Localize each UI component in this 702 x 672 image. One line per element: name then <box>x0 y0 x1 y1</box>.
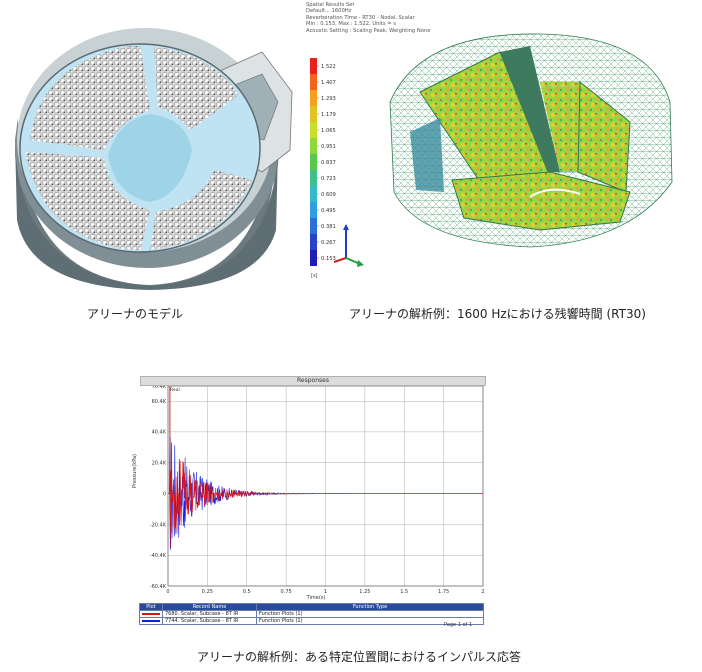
colorbar-tick-label: 0.951 <box>321 144 336 150</box>
x-tick-label: 0.25 <box>202 589 213 595</box>
colorbar-tick-label: 0.495 <box>321 208 336 214</box>
colorbar-segment <box>310 170 317 186</box>
colorbar-tick-label: 1.179 <box>321 112 336 118</box>
colorbar-segment <box>310 122 317 138</box>
legend-swatch <box>139 610 163 618</box>
series-line-7680 <box>168 444 483 548</box>
colorbar-segment <box>310 138 317 154</box>
caption-rt30-analysis: アリーナの解析例：1600 Hzにおける残響時間 (RT30) <box>349 307 646 321</box>
x-tick-label: 0.5 <box>243 589 251 595</box>
plot-grid <box>167 386 484 587</box>
y-tick-label: 0 <box>163 491 166 497</box>
results-header-line: Reverberation Time - RT30 - Nodal, Scala… <box>306 14 415 21</box>
colorbar-tick-label: 0.267 <box>321 240 336 246</box>
x-tick-label: 2 <box>481 589 484 595</box>
y-tick-label: 20.4K <box>152 460 167 466</box>
legend-function-type: Function Plots (1) <box>256 617 484 625</box>
colorbar-segment <box>310 218 317 234</box>
results-header: Spatial Results Set Default... 1600Hz Re… <box>306 2 506 34</box>
y-tick-label: -20.4K <box>150 523 167 529</box>
legend-function-type: Function Plots (1) <box>256 610 484 618</box>
x-tick-label: 1.75 <box>438 589 449 595</box>
caption-arena-model: アリーナのモデル <box>87 307 184 321</box>
legend-row[interactable]: 7744. Scalar, Subcase - 8T IR Function P… <box>139 617 484 625</box>
results-header-line: Acoustic Setting : Scaling Peak, Weighti… <box>306 27 431 34</box>
colorbar-tick-label: 0.153 <box>321 256 336 262</box>
legend-header-record: Record Name <box>162 603 257 611</box>
colorbar-segment <box>310 202 317 218</box>
colorbar-segment <box>310 250 317 266</box>
results-header-line: Min : 0.153, Max : 1.522, Units = s <box>306 21 396 28</box>
colorbar-tick-label: 1.407 <box>321 80 336 86</box>
caption-impulse-response: アリーナの解析例：ある特定位置間におけるインパルス応答 <box>197 650 522 664</box>
x-tick-labels: 0 0.25 0.5 0.75 1 1.25 1.5 1.75 2 <box>166 589 484 595</box>
legend-record-name: 7680. Scalar, Subcase - 8T IR <box>162 610 257 618</box>
colorbar-tick-label: 1.293 <box>321 96 336 102</box>
legend-record-name: 7744. Scalar, Subcase - 8T IR <box>162 617 257 625</box>
colorbar-tick-label: 0.723 <box>321 176 336 182</box>
y-tick-labels: 70.4K 60.4K 40.4K 20.4K 0 -20.4K -40.4K -60.4K <box>150 386 167 590</box>
y-tick-label: 60.4K <box>152 399 167 405</box>
x-tick-label: 1.25 <box>359 589 370 595</box>
colorbar-segment <box>310 90 317 106</box>
colorbar-tick-label: 1.065 <box>321 128 336 134</box>
plot-legend-table: Plot Record Name Function Type 7680. Sca… <box>139 603 484 625</box>
colorbar-segment <box>310 74 317 90</box>
units-label: [s] <box>311 273 318 279</box>
legend-header-type: Function Type <box>256 603 484 611</box>
colorbar-segment <box>310 106 317 122</box>
plot-title: Responses <box>140 376 486 386</box>
colorbar-tick-label: 0.837 <box>321 160 336 166</box>
x-tick-label: 0 <box>166 589 169 595</box>
y-tick-label: -60.4K <box>150 584 167 590</box>
x-tick-label: 1.5 <box>400 589 408 595</box>
results-header-line: Spatial Results Set <box>306 2 355 8</box>
results-header-line: Default... 1600Hz <box>306 8 352 15</box>
arena-model-image <box>15 28 293 290</box>
y-axis-label: Pressure(kPa) <box>132 454 138 488</box>
colorbar-segment <box>310 58 317 74</box>
colorbar-tick-label: 0.381 <box>321 224 336 230</box>
legend-swatch <box>139 617 163 625</box>
x-tick-label: 1 <box>324 589 327 595</box>
colorbar-tick-label: 1.522 <box>321 64 336 70</box>
colorbar-segment <box>310 234 317 250</box>
rt30-wireframe-hall-image <box>389 33 673 248</box>
page-indicator: Page 1 of 1 <box>444 622 473 628</box>
colorbar-tick-label: 0.609 <box>321 192 336 198</box>
colorbar-segment <box>310 154 317 170</box>
impulse-response-chart: 70.4K60.4K40.4K20.4K0-20.4K-40.4K-60.4K … <box>132 386 485 601</box>
y-tick-label: 70.4K <box>152 386 167 390</box>
legend-row[interactable]: 7680. Scalar, Subcase - 8T IR Function P… <box>139 610 484 618</box>
plot-corner-label: Real <box>170 387 180 393</box>
x-axis-label: Time(s) <box>306 595 326 601</box>
y-tick-label: -40.4K <box>150 553 167 559</box>
colorbar-segment <box>310 186 317 202</box>
rt30-colorbar: 1.522 1.407 1.293 1.179 1.065 0.951 0.837 0.723… <box>310 58 336 266</box>
axis-triad-icon <box>333 224 364 267</box>
legend-header-plot: Plot <box>139 603 163 611</box>
x-tick-label: 0.75 <box>281 589 292 595</box>
y-tick-label: 40.4K <box>152 430 167 436</box>
